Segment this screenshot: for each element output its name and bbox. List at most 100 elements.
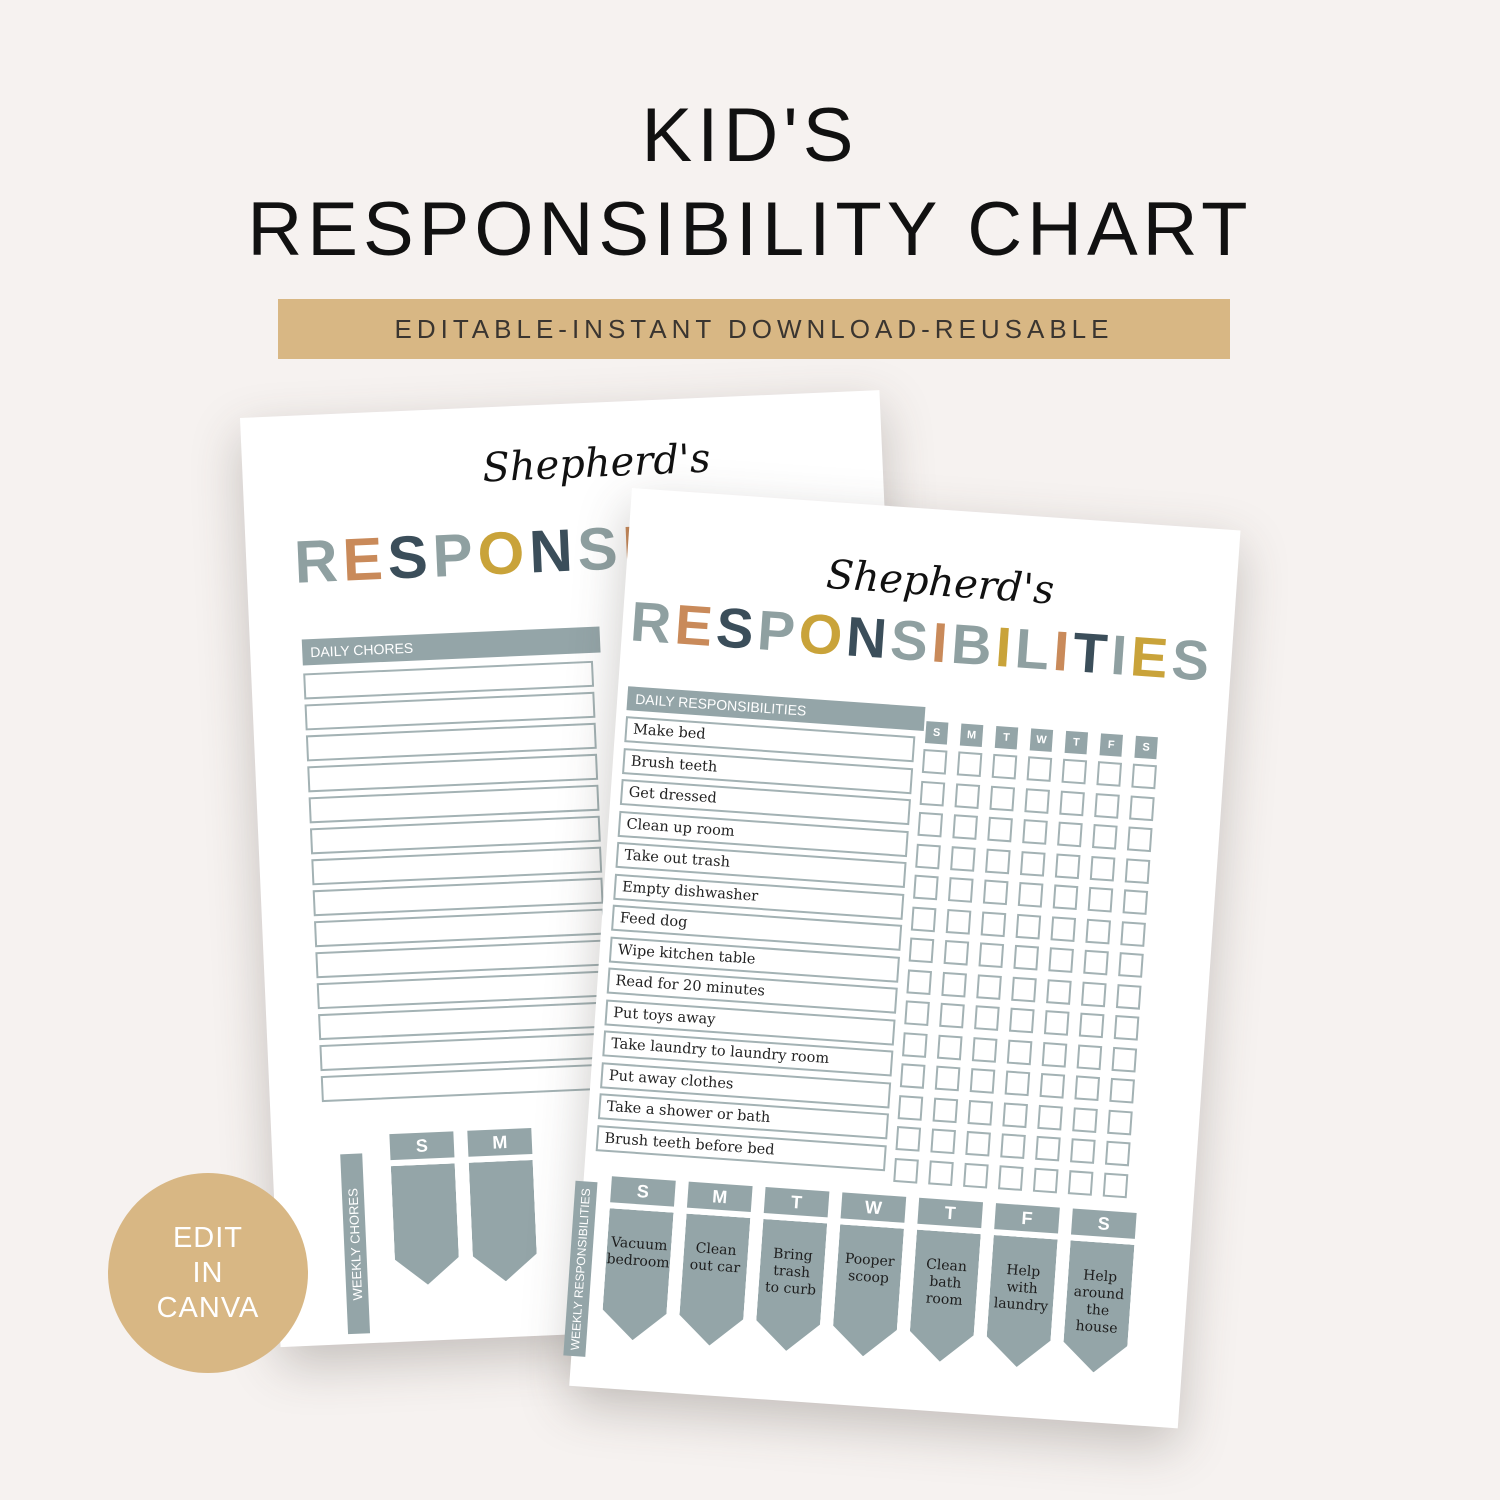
task-checkbox[interactable]: [947, 877, 974, 903]
task-checkbox[interactable]: [985, 848, 1011, 874]
task-checkbox[interactable]: [1059, 790, 1085, 816]
task-checkbox[interactable]: [1013, 944, 1040, 971]
task-checkbox[interactable]: [945, 908, 972, 935]
task-checkbox[interactable]: [1002, 1101, 1029, 1128]
weekly-pennant[interactable]: Bring trash to curb: [754, 1219, 827, 1353]
task-checkbox[interactable]: [971, 1036, 998, 1063]
task-checkbox[interactable]: [1026, 756, 1053, 782]
task-checkbox[interactable]: [978, 942, 1005, 969]
task-checkbox[interactable]: [1074, 1075, 1101, 1102]
task-checkbox[interactable]: [1118, 952, 1144, 978]
chore-line[interactable]: [320, 1063, 612, 1103]
task-checkbox[interactable]: [980, 910, 1007, 937]
task-checkbox[interactable]: [1107, 1109, 1133, 1135]
task-checkbox[interactable]: [1054, 853, 1081, 879]
task-checkbox[interactable]: [956, 751, 983, 778]
task-checkbox[interactable]: [932, 1097, 959, 1123]
task-checkbox[interactable]: [1000, 1133, 1026, 1159]
task-checkbox[interactable]: [941, 971, 967, 997]
task-checkbox[interactable]: [899, 1063, 926, 1089]
task-checkbox[interactable]: [936, 1034, 963, 1060]
task-checkbox[interactable]: [1102, 1172, 1129, 1198]
task-checkbox[interactable]: [989, 785, 1016, 811]
task-checkbox[interactable]: [913, 874, 939, 901]
task-checkbox[interactable]: [982, 879, 1009, 906]
task-checkbox[interactable]: [917, 811, 944, 838]
task-checkbox[interactable]: [1050, 915, 1077, 942]
task-checkbox[interactable]: [974, 1005, 1000, 1031]
task-checkbox[interactable]: [1048, 947, 1074, 973]
task-checkbox[interactable]: [930, 1128, 956, 1155]
task-checkbox[interactable]: [1109, 1077, 1135, 1104]
task-checkbox[interactable]: [919, 780, 946, 807]
task-checkbox[interactable]: [1129, 795, 1155, 821]
task-checkbox[interactable]: [1122, 889, 1149, 915]
task-checkbox[interactable]: [1126, 826, 1153, 853]
task-checkbox[interactable]: [987, 816, 1013, 843]
weekly-pennant[interactable]: Clean out car: [677, 1214, 750, 1348]
task-checkbox[interactable]: [976, 973, 1002, 1000]
task-checkbox[interactable]: [1004, 1070, 1031, 1097]
task-checkbox[interactable]: [1094, 792, 1120, 819]
task-checkbox[interactable]: [969, 1068, 996, 1094]
weekly-pennant[interactable]: Pooper scoop: [831, 1224, 904, 1358]
task-checkbox[interactable]: [954, 782, 981, 809]
task-checkbox[interactable]: [928, 1159, 954, 1186]
task-checkbox[interactable]: [965, 1130, 991, 1157]
task-checkbox[interactable]: [1035, 1135, 1061, 1162]
task-checkbox[interactable]: [893, 1157, 919, 1184]
task-checkbox[interactable]: [1022, 819, 1048, 845]
task-checkbox[interactable]: [1089, 855, 1116, 882]
task-checkbox[interactable]: [1092, 824, 1118, 850]
task-checkbox[interactable]: [998, 1164, 1024, 1191]
task-checkbox[interactable]: [915, 843, 941, 869]
task-checkbox[interactable]: [991, 753, 1018, 780]
task-checkbox[interactable]: [1041, 1041, 1068, 1068]
task-checkbox[interactable]: [910, 906, 937, 932]
task-checkbox[interactable]: [1043, 1010, 1070, 1036]
task-checkbox[interactable]: [1113, 1015, 1140, 1041]
task-checkbox[interactable]: [1104, 1140, 1131, 1167]
task-checkbox[interactable]: [1019, 850, 1046, 877]
task-checkbox[interactable]: [902, 1031, 928, 1058]
task-checkbox[interactable]: [1111, 1046, 1138, 1073]
task-checkbox[interactable]: [1072, 1106, 1098, 1133]
task-checkbox[interactable]: [921, 748, 948, 775]
task-checkbox[interactable]: [1096, 761, 1123, 787]
task-checkbox[interactable]: [904, 1000, 930, 1026]
weekly-pennant[interactable]: Vacuum bedroom: [601, 1208, 674, 1342]
task-checkbox[interactable]: [1006, 1039, 1033, 1065]
task-checkbox[interactable]: [1124, 857, 1151, 884]
task-checkbox[interactable]: [1008, 1007, 1035, 1034]
task-checkbox[interactable]: [1039, 1072, 1066, 1099]
task-checkbox[interactable]: [1078, 1012, 1105, 1039]
task-checkbox[interactable]: [952, 814, 978, 840]
task-checkbox[interactable]: [1087, 886, 1114, 913]
task-checkbox[interactable]: [1120, 920, 1146, 947]
task-checkbox[interactable]: [950, 845, 976, 872]
task-checkbox[interactable]: [939, 1002, 965, 1029]
task-checkbox[interactable]: [1076, 1043, 1103, 1070]
task-checkbox[interactable]: [963, 1162, 989, 1188]
task-checkbox[interactable]: [1015, 913, 1042, 940]
task-checkbox[interactable]: [1115, 983, 1142, 1010]
task-checkbox[interactable]: [1085, 918, 1112, 944]
task-checkbox[interactable]: [897, 1094, 924, 1121]
task-checkbox[interactable]: [1131, 763, 1157, 790]
task-checkbox[interactable]: [906, 968, 933, 995]
task-checkbox[interactable]: [1017, 881, 1044, 908]
task-checkbox[interactable]: [934, 1065, 961, 1092]
task-checkbox[interactable]: [1046, 978, 1072, 1005]
task-checkbox[interactable]: [1011, 976, 1037, 1002]
task-checkbox[interactable]: [1067, 1169, 1094, 1196]
task-checkbox[interactable]: [895, 1126, 922, 1152]
weekly-pennant[interactable]: Help around the house: [1062, 1240, 1135, 1374]
task-checkbox[interactable]: [943, 939, 970, 966]
task-checkbox[interactable]: [1024, 787, 1050, 814]
task-checkbox[interactable]: [1081, 981, 1107, 1007]
task-checkbox[interactable]: [1070, 1138, 1096, 1164]
task-checkbox[interactable]: [1083, 949, 1109, 976]
task-checkbox[interactable]: [1052, 884, 1079, 911]
task-checkbox[interactable]: [1061, 758, 1088, 785]
task-checkbox[interactable]: [1037, 1104, 1063, 1131]
